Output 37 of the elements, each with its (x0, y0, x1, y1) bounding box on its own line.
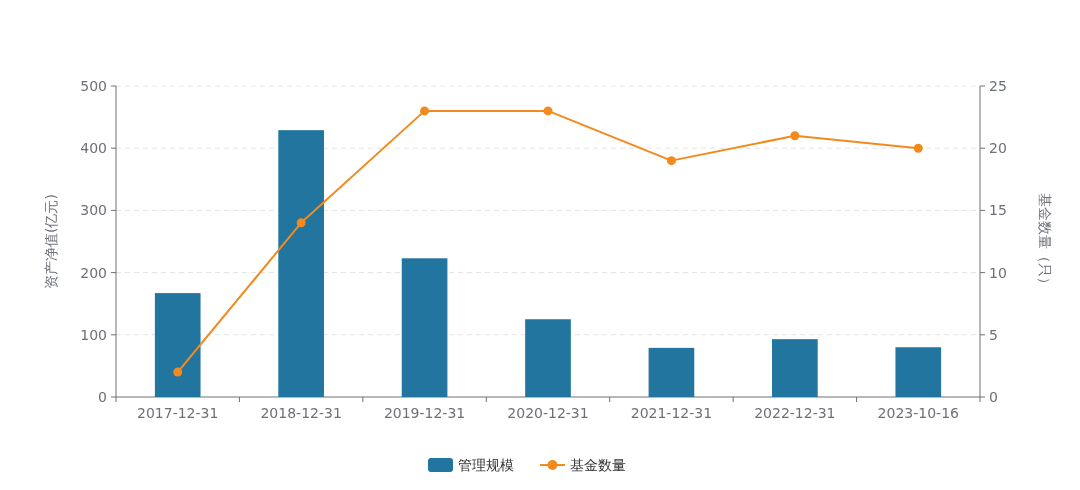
x-tick-label: 2023-10-16 (877, 405, 960, 421)
y-tick-label: 300 (80, 202, 107, 219)
legend-label: 管理规模 (458, 457, 514, 473)
y2-tick-label: 5 (989, 326, 998, 343)
y-axis-title: 资产净值(亿元) (43, 194, 59, 289)
x-tick-label: 2017-12-31 (137, 405, 219, 421)
y2-tick-label: 25 (989, 78, 1007, 94)
point (666, 156, 676, 166)
y2-tick-label: 0 (989, 389, 998, 405)
y2-tick-label: 20 (989, 140, 1007, 157)
y-tick-label: 100 (80, 326, 107, 343)
y2-tick-label: 10 (989, 264, 1007, 281)
y2-tick-label: 15 (989, 202, 1007, 219)
bar (772, 339, 818, 397)
bar (648, 347, 695, 397)
point (173, 367, 183, 377)
x-tick-label: 2022-12-31 (754, 405, 836, 421)
point (420, 106, 430, 116)
x-tick-label: 2021-12-31 (630, 405, 713, 421)
x-tick-label: 2020-12-31 (507, 405, 589, 421)
y-tick-label: 500 (80, 78, 107, 94)
bar (525, 319, 571, 397)
point (790, 131, 800, 141)
bar (278, 130, 324, 397)
x-tick-label: 2019-12-31 (383, 405, 466, 421)
bar (154, 293, 201, 397)
bar (895, 347, 942, 397)
point (913, 143, 923, 153)
legend-label: 基金数量 (570, 457, 626, 473)
y-tick-label: 400 (80, 140, 107, 157)
y-tick-label: 200 (80, 264, 107, 281)
bar (401, 258, 448, 397)
point (543, 106, 553, 116)
y-tick-label: 0 (98, 389, 107, 405)
x-tick-label: 2018-12-31 (260, 405, 342, 421)
point (296, 218, 306, 228)
y2-axis-title: 基金数量（只） (1037, 192, 1053, 291)
